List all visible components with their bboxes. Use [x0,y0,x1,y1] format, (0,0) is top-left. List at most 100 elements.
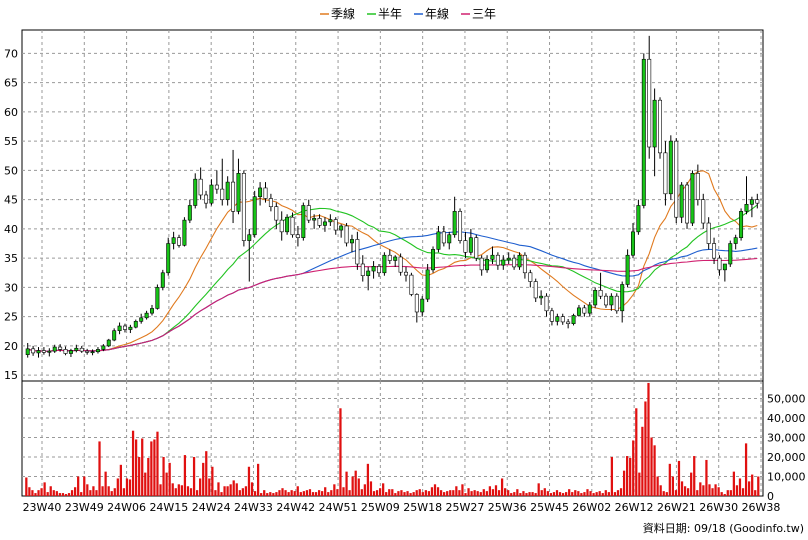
candle-body [285,216,290,233]
candle [620,281,625,323]
candle-body [112,330,117,341]
volume-bar [732,471,736,496]
candle-body [63,349,68,354]
volume-bar [378,488,382,496]
volume-bar [366,463,370,496]
candle-body [187,205,192,221]
volume-tick-label: 0 [767,490,774,503]
volume-bar [299,492,302,496]
candle-body [539,295,544,299]
volume-bar [125,478,129,496]
candle-body [279,219,284,233]
candle-body [166,243,171,274]
volume-bar [360,489,363,496]
candle [377,264,381,277]
volume-bar [83,476,86,496]
candle [187,199,192,224]
volume-bar [528,492,531,496]
volume-bar [34,493,37,496]
price-tick-label: 15 [4,369,18,382]
candle-body [717,257,722,271]
candle [74,344,79,353]
candle-body [631,231,635,256]
candle-body [544,295,549,312]
x-tick-label: 24W33 [234,501,273,514]
candle [328,214,333,226]
candle-body [225,181,230,200]
volume-bar [504,488,507,496]
volume-bar [327,492,330,496]
candle [47,348,52,357]
candle [420,296,425,317]
candle-body [25,348,30,355]
candle [414,293,419,323]
volume-bar [525,493,528,496]
volume-bar [412,492,415,496]
volume-tick-label: 40,000 [767,412,806,425]
volume-bar [217,482,220,496]
volume-bar [458,490,461,496]
price-tick-label: 25 [4,311,18,324]
volume-bar [690,472,693,496]
candle [755,193,760,209]
candle-body [555,316,560,322]
volume-bar [616,490,620,496]
volume-tick-label: 20,000 [767,451,806,464]
candle [674,138,679,224]
volume-bar [131,430,135,496]
volume-bar [40,488,43,496]
candle [717,255,722,276]
candle [58,344,63,352]
volume-bar [754,490,757,496]
volume-bar [317,490,321,496]
candle-body [706,222,711,244]
volume-bar [351,476,354,496]
volume-bar [726,490,729,496]
candle-body [447,234,452,244]
candle-body [236,173,241,212]
volume-bar [269,492,272,496]
volume-bar [122,488,126,496]
volume-bar [540,490,543,496]
volume-bar [86,484,89,496]
volume-bar [192,457,196,496]
candle [641,53,646,209]
candle-body [679,184,684,218]
candle-body [155,287,160,309]
candle [555,313,560,326]
volume-bar [375,490,379,496]
volume-bars [25,382,760,496]
volume-bar [711,488,714,496]
volume-bar [177,484,180,496]
volume-bar [644,401,647,496]
candle-body [252,196,257,236]
candle [63,346,68,356]
volume-bar [592,493,595,496]
candle [749,196,754,218]
volume-bar [464,493,467,496]
candle [647,35,652,159]
volume-bar [546,491,549,496]
candle-body [333,219,338,231]
volume-bar [494,485,498,496]
candle-body [387,254,392,261]
candle-body [274,206,279,221]
x-tick-label: 23W40 [23,501,62,514]
candle-body [658,99,662,154]
volume-bar [202,462,205,496]
volume-bar [64,494,68,496]
candle [112,328,117,342]
candle [506,252,511,264]
volume-bar [235,483,238,496]
volume-bar [80,492,83,496]
candle-body [420,298,425,313]
candle [133,319,138,329]
price-tick-label: 70 [4,47,18,60]
volume-bar [348,490,351,496]
volume-bar [247,466,251,496]
volume-bar [263,490,266,496]
candle-body [641,58,646,206]
candle-body [733,237,738,244]
candle [339,224,344,238]
candle [209,179,214,206]
